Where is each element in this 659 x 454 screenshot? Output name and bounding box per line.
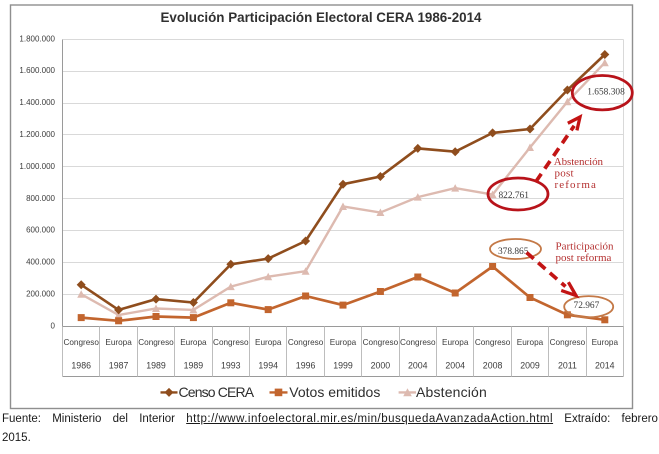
svg-text:400.000: 400.000: [26, 258, 55, 267]
svg-text:2009: 2009: [520, 360, 540, 370]
svg-text:1.400.000: 1.400.000: [19, 98, 55, 107]
svg-text:2004: 2004: [408, 360, 428, 370]
svg-text:822.761: 822.761: [498, 191, 529, 201]
svg-text:Congreso: Congreso: [363, 338, 399, 347]
svg-text:1.200.000: 1.200.000: [19, 130, 55, 139]
svg-text:600.000: 600.000: [26, 226, 55, 235]
svg-text:Congreso: Congreso: [213, 338, 249, 347]
svg-text:Europa: Europa: [255, 338, 282, 347]
svg-text:Congreso: Congreso: [138, 338, 174, 347]
svg-text:2004: 2004: [445, 360, 465, 370]
svg-text:0: 0: [51, 321, 56, 330]
svg-text:1.658.308: 1.658.308: [587, 88, 625, 98]
svg-text:2011: 2011: [558, 360, 577, 370]
svg-text:Europa: Europa: [442, 338, 469, 347]
svg-text:Congreso: Congreso: [475, 338, 511, 347]
svg-text:1989: 1989: [184, 360, 204, 370]
svg-text:2014: 2014: [595, 360, 615, 370]
svg-text:Abstención: Abstención: [554, 156, 604, 168]
svg-text:Participación: Participación: [556, 241, 615, 253]
svg-text:200.000: 200.000: [26, 290, 55, 299]
svg-text:72.967: 72.967: [574, 301, 600, 311]
svg-text:Censo CERA: Censo CERA: [179, 384, 255, 400]
svg-text:800.000: 800.000: [26, 194, 55, 203]
svg-text:post reforma: post reforma: [556, 252, 612, 264]
svg-text:Europa: Europa: [330, 338, 357, 347]
svg-text:378.865: 378.865: [498, 247, 529, 257]
svg-text:1987: 1987: [109, 360, 129, 370]
svg-text:Congreso: Congreso: [63, 338, 99, 347]
svg-text:Congreso: Congreso: [288, 338, 324, 347]
svg-text:Abstención: Abstención: [416, 384, 487, 400]
svg-text:1.000.000: 1.000.000: [19, 162, 55, 171]
svg-text:Evolución Participación Electo: Evolución Participación Electoral CERA 1…: [160, 10, 482, 25]
svg-text:Europa: Europa: [517, 338, 544, 347]
svg-text:Votos emitidos: Votos emitidos: [289, 384, 380, 400]
svg-text:post: post: [555, 167, 574, 179]
svg-text:Europa: Europa: [592, 338, 619, 347]
svg-text:1999: 1999: [333, 360, 353, 370]
svg-text:Europa: Europa: [180, 338, 207, 347]
svg-text:1.800.000: 1.800.000: [19, 34, 55, 43]
svg-text:1996: 1996: [296, 360, 316, 370]
svg-text:2000: 2000: [371, 360, 391, 370]
svg-text:2008: 2008: [483, 360, 503, 370]
svg-text:1986: 1986: [71, 360, 91, 370]
svg-text:1989: 1989: [146, 360, 166, 370]
svg-text:Europa: Europa: [105, 338, 132, 347]
svg-text:Congreso: Congreso: [400, 338, 436, 347]
svg-text:1.600.000: 1.600.000: [19, 66, 55, 75]
svg-text:1993: 1993: [221, 360, 241, 370]
svg-text:1994: 1994: [258, 360, 278, 370]
svg-text:Congreso: Congreso: [550, 338, 586, 347]
svg-text:reforma: reforma: [555, 179, 598, 191]
